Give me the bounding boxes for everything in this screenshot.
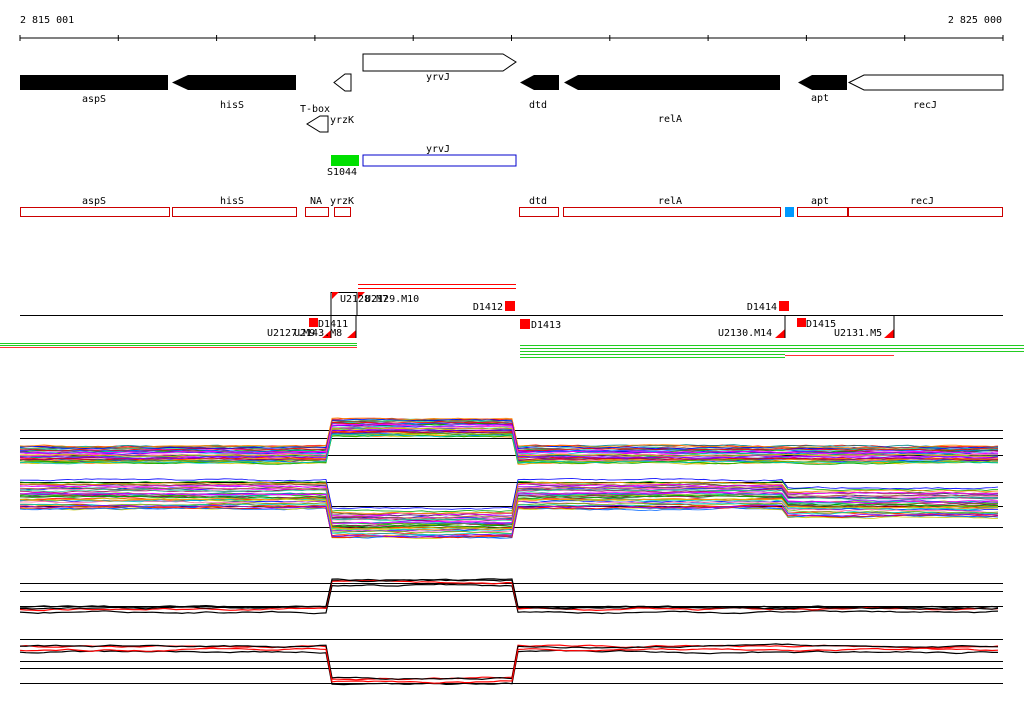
gene-label-aspS: aspS	[82, 94, 106, 105]
segment-marker-D1412[interactable]	[505, 301, 515, 311]
gene-label-relA: relA	[658, 114, 682, 125]
segment-label-U2143: U2143.M8	[294, 328, 342, 339]
gene-aspS[interactable]	[20, 75, 168, 90]
segment-marker-D1413[interactable]	[520, 319, 530, 329]
segment-marker-U2129[interactable]	[358, 292, 365, 299]
feature-label-S1044: S1044	[327, 167, 357, 178]
transcript-aspS[interactable]	[20, 207, 170, 217]
transcript-hisS[interactable]	[172, 207, 297, 217]
transcript-label-dtd: dtd	[529, 196, 547, 207]
segment-label-D1413: D1413	[531, 320, 561, 331]
transcript-recJ[interactable]	[848, 207, 1003, 217]
feature-track: S1044 yrvJ	[327, 144, 517, 178]
coordinate-ruler: 2 815 001 2 825 000	[19, 15, 1004, 41]
transcript-label-hisS: hisS	[220, 196, 244, 207]
gene-yrzK[interactable]	[306, 115, 329, 133]
feature-label-yrvJ: yrvJ	[426, 144, 450, 155]
gene-label-yrvJ: yrvJ	[426, 72, 450, 83]
segment-label-U2131: U2131.M5	[834, 328, 882, 339]
gene-label-T-box: T-box	[300, 104, 330, 115]
coverage-lines	[0, 343, 1024, 358]
segment-marker-D1415[interactable]	[797, 318, 806, 327]
segment-label-U2129: U2129.M10	[365, 294, 419, 305]
transcript-label-NA: NA	[310, 196, 322, 207]
gene-dtd[interactable]	[520, 75, 559, 90]
gene-yrvJ-arrow[interactable]	[362, 53, 517, 72]
segment-label-D1412: D1412	[473, 302, 503, 313]
segment-label-D1415: D1415	[806, 319, 836, 330]
transcript-NA[interactable]	[305, 207, 329, 217]
expression-panel-4	[19, 639, 1003, 686]
segment-marker-U2127[interactable]	[322, 330, 331, 338]
segment-marker-D1411[interactable]	[309, 318, 318, 327]
transcript-dtd[interactable]	[519, 207, 559, 217]
segment-label-U2128: U2128.M7	[340, 294, 388, 305]
gene-label-yrzK: yrzK	[330, 115, 354, 126]
segment-label-D1411: D1411	[318, 319, 348, 330]
segment-label-U2127: U2127.M9	[267, 328, 315, 339]
segment-label-U2130: U2130.M14	[718, 328, 772, 339]
feature-yrvJ[interactable]	[362, 154, 517, 167]
ruler-ticks	[19, 35, 1004, 41]
transcript-label-yrzK: yrzK	[330, 196, 354, 207]
gene-label-apt: apt	[811, 93, 829, 104]
transcript-relA[interactable]	[563, 207, 781, 217]
expression-panel-1	[19, 417, 1003, 465]
coord-end-label: 2 825 000	[948, 15, 1002, 26]
feature-S1044[interactable]	[331, 155, 359, 166]
transcript-label-relA: relA	[658, 196, 682, 207]
segment-label-D1414: D1414	[747, 302, 777, 313]
gene-label-hisS: hisS	[220, 100, 244, 111]
gene-recJ[interactable]	[847, 74, 1004, 91]
gene-label-dtd: dtd	[529, 100, 547, 111]
transcript-yrzK[interactable]	[334, 207, 351, 217]
segment-marker-U2130[interactable]	[775, 329, 785, 338]
gene-relA[interactable]	[564, 75, 780, 90]
expression-panel-3	[19, 578, 1003, 615]
gene-T-box[interactable]	[333, 73, 352, 92]
segment-marker-U2128[interactable]	[332, 292, 339, 299]
transcript-label-aspS: aspS	[82, 196, 106, 207]
gene-hisS[interactable]	[172, 75, 296, 90]
expression-panel-2	[19, 478, 1003, 539]
transcript-label-recJ: recJ	[910, 196, 934, 207]
segment-marker-D1414[interactable]	[779, 301, 789, 311]
transcript-apt[interactable]	[797, 207, 848, 217]
segment-track: U2128.M7 U2129.M10 D1412 D1414 D1411 U21…	[0, 284, 1024, 358]
transcript-label-apt: apt	[811, 196, 829, 207]
coord-start-label: 2 815 001	[20, 15, 74, 26]
segment-marker-U2131[interactable]	[884, 329, 894, 338]
gene-track: aspS hisS T-box yrvJ dtd relA apt recJ y…	[20, 53, 1004, 133]
transcript-marker[interactable]	[785, 207, 794, 217]
transcript-track: aspS hisS NA yrzK dtd relA apt recJ	[20, 196, 1003, 217]
gene-apt[interactable]	[798, 75, 847, 90]
segment-marker-U2143[interactable]	[347, 330, 356, 338]
gene-label-recJ: recJ	[913, 100, 937, 111]
